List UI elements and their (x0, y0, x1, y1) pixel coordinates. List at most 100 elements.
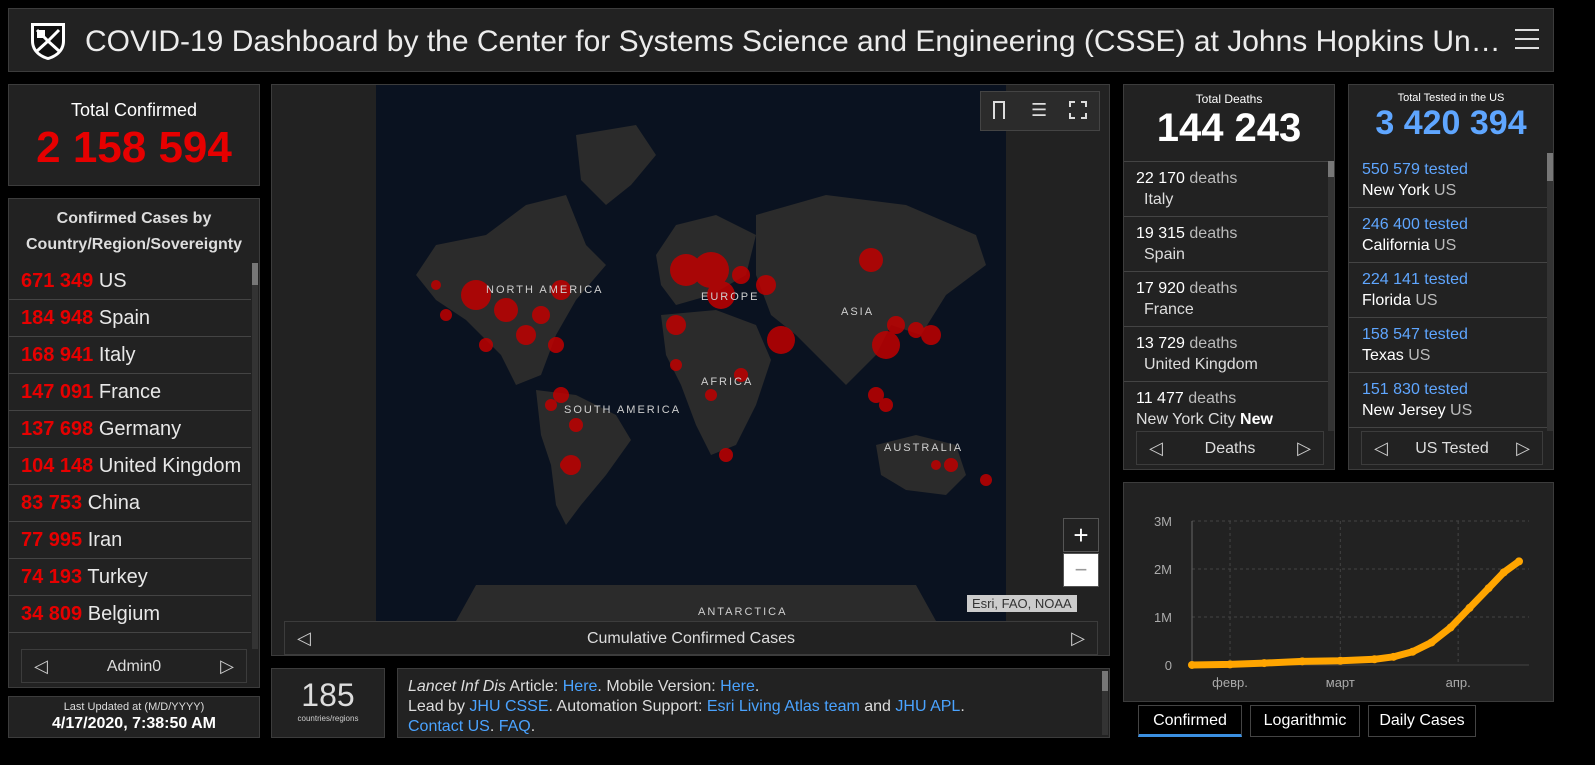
prev-arrow-icon[interactable]: ◁ (297, 628, 311, 648)
country-row[interactable]: 168 941 Italy (9, 337, 251, 374)
esri-living-atlas-link[interactable]: Esri Living Atlas team (706, 698, 860, 715)
deaths-place-line: United Kingdom (1136, 354, 1316, 375)
country-confirmed-value: 104 148 (21, 455, 94, 477)
legend-list-icon[interactable]: ☰ (1031, 100, 1048, 120)
deaths-list[interactable]: 22 170 deaths Italy 19 315 deaths Spain 17 9… (1124, 161, 1328, 431)
mobile-version-link[interactable]: Here (720, 678, 755, 695)
prev-arrow-icon[interactable]: ◁ (1374, 438, 1388, 458)
next-arrow-icon[interactable]: ▷ (220, 656, 234, 676)
country-name: Belgium (87, 603, 160, 625)
tested-row[interactable]: 151 830 tested New Jersey US (1349, 373, 1547, 428)
country-row[interactable]: 83 753 China (9, 485, 251, 522)
deaths-row-line: 17 920 deaths (1136, 278, 1316, 299)
total-confirmed-panel: Total Confirmed 2 158 594 (8, 84, 260, 186)
country-row[interactable]: 184 948 Spain (9, 300, 251, 337)
deaths-place-line: Spain (1136, 244, 1316, 265)
country-name: Turkey (87, 566, 148, 588)
info-text: . Mobile Version: (597, 678, 721, 695)
deaths-row[interactable]: 17 920 deaths France (1124, 272, 1328, 327)
deaths-row[interactable]: 22 170 deaths Italy (1124, 162, 1328, 217)
country-row[interactable]: 34 809 Belgium (9, 596, 251, 633)
total-confirmed-label: Total Confirmed (70, 100, 198, 120)
countries-label: countries/regions (297, 714, 359, 723)
confirmed-list-scrollbar[interactable] (252, 263, 258, 649)
map-toolbar: ☰ (980, 91, 1100, 131)
country-row[interactable]: 137 698 Germany (9, 411, 251, 448)
deaths-scrollbar[interactable] (1328, 161, 1334, 431)
country-confirmed-value: 671 349 (21, 270, 94, 292)
faq-link[interactable]: FAQ (498, 718, 531, 735)
tab-confirmed[interactable]: Confirmed (1138, 705, 1242, 737)
info-scrollbar[interactable] (1102, 671, 1108, 735)
prev-arrow-icon[interactable]: ◁ (1149, 438, 1163, 458)
country-name: Germany (98, 418, 182, 440)
tab-daily-cases[interactable]: Daily Cases (1368, 705, 1476, 737)
next-arrow-icon[interactable]: ▷ (1071, 628, 1085, 648)
total-deaths-label: Total Deaths (1195, 92, 1263, 106)
prev-arrow-icon[interactable]: ◁ (34, 656, 48, 676)
deaths-row[interactable]: 11 477 deaths New York City New (1124, 382, 1328, 431)
deaths-unit: deaths (1188, 390, 1237, 407)
article-link[interactable]: Here (562, 678, 598, 695)
map-attribution: Esri, FAO, NOAA (967, 595, 1077, 612)
country-row[interactable]: 104 148 United Kingdom (9, 448, 251, 485)
confirmed-series-line (1188, 557, 1523, 669)
y-tick-label: 0 (1165, 658, 1172, 673)
tested-row[interactable]: 158 547 tested Texas US (1349, 318, 1547, 373)
tested-value: 151 830 (1362, 381, 1420, 398)
next-arrow-icon[interactable]: ▷ (1297, 438, 1311, 458)
tested-place: Florida (1362, 292, 1411, 309)
pager-label: Deaths (1204, 440, 1256, 457)
tested-list[interactable]: 550 579 tested New York US 246 400 tested C… (1349, 153, 1547, 431)
tab-logarithmic[interactable]: Logarithmic (1250, 705, 1360, 737)
world-map[interactable]: NORTH AMERICA EUROPE ASIA AFRICA SOUTH A… (376, 85, 1006, 621)
tested-row[interactable]: 550 579 tested New York US (1349, 153, 1547, 208)
country-row[interactable]: 147 091 France (9, 374, 251, 411)
deaths-row[interactable]: 13 729 deaths United Kingdom (1124, 327, 1328, 382)
tested-country: US (1434, 237, 1457, 254)
country-row[interactable]: 74 193 Turkey (9, 559, 251, 596)
total-tested-value: 3 420 394 (1375, 104, 1527, 142)
deaths-row-line: 13 729 deaths (1136, 333, 1316, 354)
data-point (1427, 638, 1436, 647)
tested-value: 224 141 (1362, 271, 1420, 288)
jhu-csse-link[interactable]: JHU CSSE (469, 698, 549, 715)
tested-row[interactable]: 246 400 tested California US (1349, 208, 1547, 263)
bookmark-icon[interactable] (993, 101, 1005, 119)
tested-row[interactable]: 224 141 tested Florida US (1349, 263, 1547, 318)
confirmed-list-panel: Confirmed Cases by Country/Region/Sovere… (8, 198, 260, 688)
data-point (1389, 652, 1398, 661)
country-row[interactable]: 671 349 US (9, 263, 251, 300)
country-row[interactable]: 77 995 Iran (9, 522, 251, 559)
country-confirmed-value: 83 753 (21, 492, 83, 514)
country-name: US (98, 270, 127, 292)
country-name: Iran (87, 529, 123, 551)
tested-country: US (1415, 292, 1438, 309)
jhu-apl-link[interactable]: JHU APL (895, 698, 961, 715)
x-tick-label: апр. (1446, 675, 1471, 690)
tested-scrollbar[interactable] (1547, 153, 1553, 431)
map-label-australia: AUSTRALIA (884, 442, 963, 454)
zoom-in-button[interactable]: + (1063, 518, 1099, 552)
tested-unit: tested (1424, 216, 1468, 233)
data-point (1336, 656, 1345, 665)
deaths-place: France (1144, 301, 1194, 318)
country-confirmed-value: 34 809 (21, 603, 83, 625)
confirmed-list-pager: ◁ Admin0 ▷ (21, 649, 247, 683)
total-deaths-value: 144 243 (1156, 106, 1302, 150)
tested-row-line: 158 547 tested (1362, 324, 1534, 345)
deaths-panel: Total Deaths 144 243 22 170 deaths Italy 1… (1123, 84, 1335, 470)
confirmed-list[interactable]: 671 349 US 184 948 Spain 168 941 Italy 147 … (9, 263, 251, 649)
confirmed-line-chart[interactable]: 3M 2M 1M 0 февр. март апр. (1124, 483, 1553, 701)
contact-us-link[interactable]: Contact US (408, 718, 490, 735)
header-bar: COVID-19 Dashboard by the Center for Sys… (8, 8, 1554, 72)
tested-place: New York (1362, 182, 1430, 199)
tested-pager: ◁ US Tested ▷ (1361, 431, 1543, 465)
next-arrow-icon[interactable]: ▷ (1516, 438, 1530, 458)
zoom-out-button[interactable]: − (1063, 553, 1099, 587)
hamburger-icon[interactable] (1515, 29, 1539, 49)
basemap-gallery-icon[interactable] (1069, 101, 1087, 119)
info-text: and (859, 698, 896, 715)
tested-panel: Total Tested in the US 3 420 394 550 579… (1348, 84, 1554, 470)
deaths-row[interactable]: 19 315 deaths Spain (1124, 217, 1328, 272)
